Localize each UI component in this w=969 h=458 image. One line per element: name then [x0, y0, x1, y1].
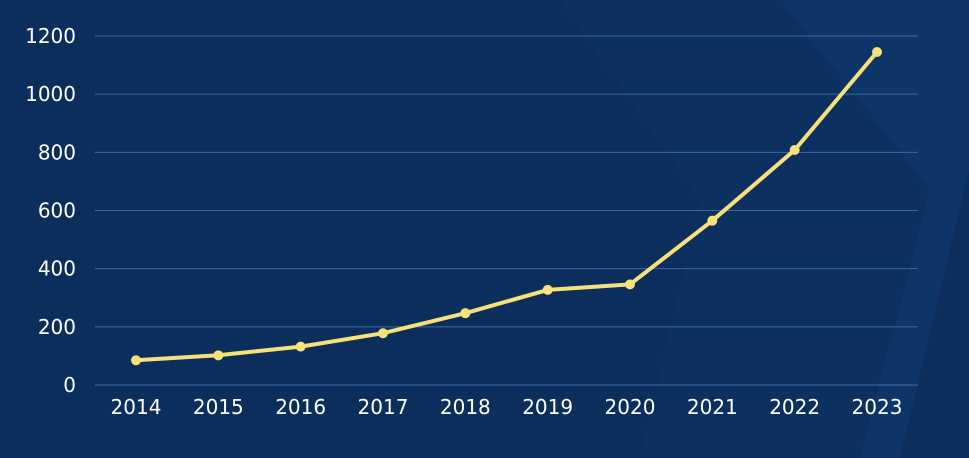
- data-point-2022: [790, 145, 800, 155]
- data-point-2018: [460, 308, 470, 318]
- x-tick-label: 2022: [769, 395, 820, 419]
- y-tick-label: 0: [63, 373, 76, 397]
- data-point-2020: [625, 279, 635, 289]
- x-tick-label: 2014: [111, 395, 162, 419]
- y-tick-label: 400: [38, 257, 76, 281]
- x-tick-label: 2018: [440, 395, 491, 419]
- data-point-2021: [707, 216, 717, 226]
- data-point-2023: [872, 47, 882, 57]
- y-tick-label: 1200: [25, 24, 76, 48]
- x-tick-label: 2017: [358, 395, 409, 419]
- gridlines: [95, 36, 918, 385]
- x-tick-label: 2019: [522, 395, 573, 419]
- x-tick-label: 2020: [605, 395, 656, 419]
- x-axis-tick-labels: 2014 2015 2016 2017 2018 2019 2020 2021 2022 2023: [111, 395, 903, 419]
- x-tick-label: 2023: [852, 395, 903, 419]
- y-tick-label: 200: [38, 315, 76, 339]
- x-tick-label: 2016: [275, 395, 326, 419]
- data-point-2019: [543, 285, 553, 295]
- data-point-2015: [213, 350, 223, 360]
- series-line-group: [136, 52, 877, 360]
- y-tick-label: 600: [38, 199, 76, 223]
- series-line: [136, 52, 877, 360]
- x-tick-label: 2015: [193, 395, 244, 419]
- y-tick-label: 800: [38, 140, 76, 164]
- data-point-2017: [378, 328, 388, 338]
- series-points: [131, 47, 882, 365]
- data-point-2014: [131, 355, 141, 365]
- data-point-2016: [296, 342, 306, 352]
- y-axis-tick-labels: 0 200 400 600 800 1000 1200: [25, 24, 76, 397]
- x-tick-label: 2021: [687, 395, 738, 419]
- y-tick-label: 1000: [25, 82, 76, 106]
